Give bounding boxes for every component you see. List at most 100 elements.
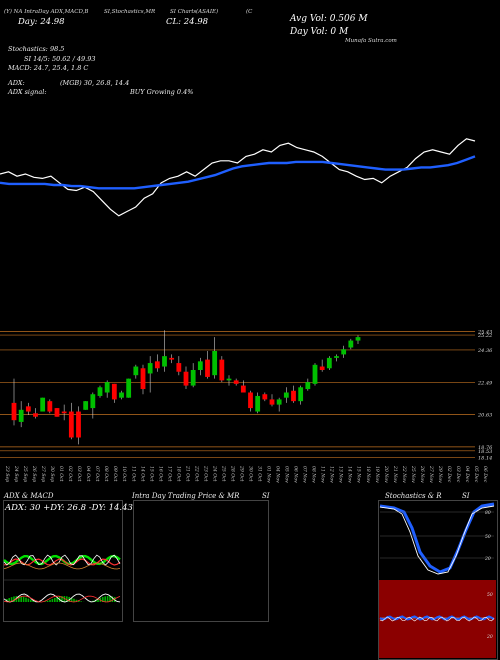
- candle-body: [140, 368, 146, 390]
- candle-body: [83, 401, 89, 410]
- date-label: 25 Nov: [410, 465, 416, 483]
- macd-histogram-bar: [51, 598, 54, 602]
- candle-body: [11, 402, 17, 421]
- stochastics-panel-title: Stochastics & R: [385, 492, 442, 500]
- date-label: 18 Oct: [175, 466, 181, 482]
- stochastic-level-label: 50: [485, 534, 491, 540]
- moving-average-blue-line: [0, 155, 476, 190]
- header-line-1e: (C: [246, 9, 253, 15]
- macd-histogram-bar: [56, 597, 58, 602]
- date-label: 27 Nov: [428, 465, 434, 483]
- candle-body: [334, 356, 339, 358]
- macd-histogram-bar: [80, 601, 82, 602]
- intraday-panel-title: Intra Day Trading Price & MR: [132, 492, 240, 500]
- macd-histogram-bar: [61, 596, 63, 602]
- candle-body: [176, 363, 182, 372]
- price-axis-label: 18.53: [478, 449, 492, 455]
- header-line-1c: SI Charts: [170, 9, 197, 15]
- price-axis-label: 24.36: [477, 348, 493, 354]
- candle-body: [226, 378, 232, 381]
- date-label: 28 Oct: [230, 465, 236, 482]
- macd-histogram-bar: [111, 596, 114, 602]
- header-line-1b: SI,Stochastics,MR: [104, 9, 156, 15]
- date-label: 14 Nov: [347, 466, 353, 483]
- candle-body: [248, 392, 253, 409]
- adx-signal-label: ADX signal:: [8, 88, 47, 96]
- date-label: 02 Dec: [446, 466, 452, 483]
- candle-body: [298, 387, 304, 402]
- adx-label: ADX:: [8, 79, 25, 87]
- macd-histogram-bar: [75, 599, 78, 602]
- adx-values: (MGB) 30, 26.8, 14.4: [60, 79, 130, 87]
- candle-body: [40, 397, 46, 412]
- stochastic-level-label: 20: [484, 556, 491, 562]
- candle-body: [68, 411, 74, 438]
- price-axis-label: 20.63: [477, 412, 492, 418]
- candle-body: [269, 399, 275, 405]
- date-label: 30 Oct: [248, 466, 254, 482]
- macd-histogram-bar: [30, 599, 32, 602]
- candle-body: [305, 382, 311, 390]
- date-label: 15 Nov: [356, 466, 362, 483]
- stochastics-value: Stochastics: 98.5: [8, 45, 65, 53]
- date-label: 24 Sep: [13, 465, 19, 482]
- macd-histogram-bar: [46, 600, 49, 602]
- date-label: 11 Oct: [130, 466, 136, 482]
- candle-body: [197, 361, 203, 370]
- price-axis-label: 22.49: [477, 380, 493, 386]
- date-label: 12 Nov: [329, 466, 335, 483]
- candle-body: [262, 394, 268, 400]
- candle-body: [319, 366, 325, 370]
- rsi-level-label: 20: [486, 634, 493, 640]
- candle-body: [162, 356, 167, 367]
- price-axis-label: 18.14: [478, 456, 492, 462]
- date-label: 17 Oct: [166, 466, 172, 482]
- buy-signal: BUY Growing 0.4%: [130, 88, 194, 96]
- candle-body: [255, 395, 261, 412]
- macd-histogram-bar: [20, 596, 22, 602]
- day-volume: Day Vol: 0 M: [290, 27, 349, 37]
- candle-body: [104, 382, 110, 393]
- date-label: 03 Oct: [76, 466, 82, 482]
- macd-line: [3, 593, 121, 603]
- candle-body: [276, 399, 282, 405]
- macd-histogram-bar: [102, 596, 104, 602]
- date-label: 24 Oct: [211, 465, 217, 482]
- candle-body: [355, 337, 361, 341]
- macd-histogram-bar: [10, 597, 13, 602]
- date-label: 26 Sep: [31, 465, 37, 482]
- candle-body: [18, 409, 24, 422]
- rsi-level-label: 50: [487, 592, 493, 598]
- date-label: 29 Oct: [239, 465, 245, 482]
- candle-body: [291, 390, 296, 402]
- macd-histogram-bar: [22, 596, 25, 602]
- date-label: 14 Oct: [139, 466, 145, 482]
- stochastic-white-line: [0, 138, 476, 217]
- date-label: 31 Oct: [257, 466, 263, 482]
- date-label: 06 Nov: [293, 466, 299, 483]
- close-price: CL: 24.98: [166, 17, 209, 27]
- avg-volume: Avg Vol: 0.506 M: [290, 14, 368, 24]
- rsi-white-line: [379, 616, 495, 622]
- date-label: 27 Sep: [40, 465, 46, 482]
- date-label: 19 Nov: [374, 466, 380, 483]
- candle-body: [33, 413, 38, 417]
- date-label: 25 Oct: [221, 465, 227, 482]
- candle-body: [283, 392, 289, 398]
- candle-body: [133, 366, 139, 376]
- price-axis-label: 18.76: [478, 445, 493, 451]
- candle-body: [240, 385, 246, 393]
- candle-body: [219, 359, 225, 381]
- macd-histogram-bar: [44, 601, 46, 602]
- si-value: SI 14/5: 50.62 / 49.93: [24, 55, 96, 63]
- date-label: 01 Oct: [58, 466, 64, 482]
- candle-body: [111, 383, 117, 400]
- date-label: 22 Nov: [401, 465, 407, 483]
- adx-line: [3, 554, 121, 566]
- date-label: 16 Oct: [157, 466, 163, 482]
- date-label: 11 Nov: [320, 466, 326, 483]
- date-label: 01 Nov: [266, 466, 272, 483]
- date-label: 05 Nov: [284, 466, 290, 483]
- date-label: 03 Dec: [455, 466, 461, 483]
- price-axis-label: 25.43: [477, 329, 492, 335]
